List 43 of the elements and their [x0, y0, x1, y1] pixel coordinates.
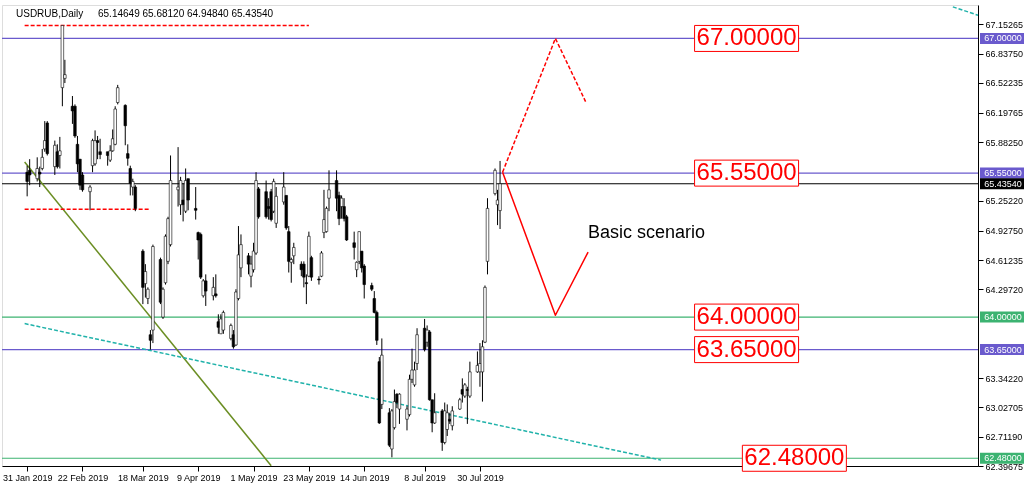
- x-tick-label: 31 Jan 2019: [2, 472, 53, 483]
- x-tick-label: 23 May 2019: [283, 472, 336, 483]
- ref-line-label: 63.65000: [984, 344, 1022, 355]
- annotation: 63.65000: [696, 334, 797, 362]
- y-tick-label: 63.02705: [985, 402, 1024, 413]
- y-tick-label: 62.39675: [985, 461, 1024, 472]
- annotation: 64.00000: [696, 302, 797, 330]
- ref-line-label: 64.00000: [984, 312, 1022, 323]
- ref-line-label: 65.43540: [984, 178, 1022, 189]
- y-tick-label: 66.52235: [985, 78, 1024, 89]
- candlestick: [194, 186, 198, 221]
- ref-line-label: 67.00000: [984, 33, 1022, 44]
- candlestick: [211, 276, 215, 301]
- y-tick-label: 63.34220: [985, 373, 1024, 384]
- chart-title: USDRUB,Daily: [16, 8, 84, 19]
- y-tick-label: 65.88250: [985, 137, 1024, 148]
- candlestick: [204, 273, 208, 307]
- candlestick: [214, 273, 218, 299]
- y-tick-label: 67.15265: [985, 19, 1024, 30]
- x-tick-label: 22 Feb 2019: [57, 472, 109, 483]
- y-tick-label: 62.71190: [985, 432, 1023, 443]
- chart-subtitle: 65.14649 65.68120 64.94840 65.43540: [98, 8, 274, 19]
- y-tick-label: 64.29720: [985, 284, 1024, 295]
- annotation: 65.55000: [696, 158, 797, 186]
- x-tick-label: 14 Jun 2019: [339, 472, 390, 483]
- annotation: Basic scenario: [588, 222, 706, 242]
- x-tick-label: 18 Mar 2019: [118, 472, 169, 483]
- candlestick: [322, 189, 326, 239]
- ref-line-label: 65.55000: [984, 168, 1022, 179]
- x-tick-label: 30 Jul 2019: [457, 472, 504, 483]
- y-tick-label: 66.83750: [985, 49, 1024, 60]
- y-tick-label: 64.61235: [985, 255, 1024, 266]
- x-tick-label: 8 Jul 2019: [404, 472, 446, 483]
- y-tick-label: 65.25220: [985, 196, 1024, 207]
- x-tick-label: 9 Apr 2019: [176, 472, 221, 483]
- y-tick-label: 64.92750: [985, 226, 1024, 237]
- annotation: 62.48000: [744, 443, 845, 471]
- candlestick: [116, 84, 120, 105]
- x-tick-label: 1 May 2019: [230, 472, 278, 483]
- y-tick-label: 66.19765: [985, 108, 1024, 119]
- candlestick: [433, 392, 437, 425]
- ref-line-label: 62.48000: [984, 453, 1022, 464]
- annotation: 67.00000: [696, 23, 797, 51]
